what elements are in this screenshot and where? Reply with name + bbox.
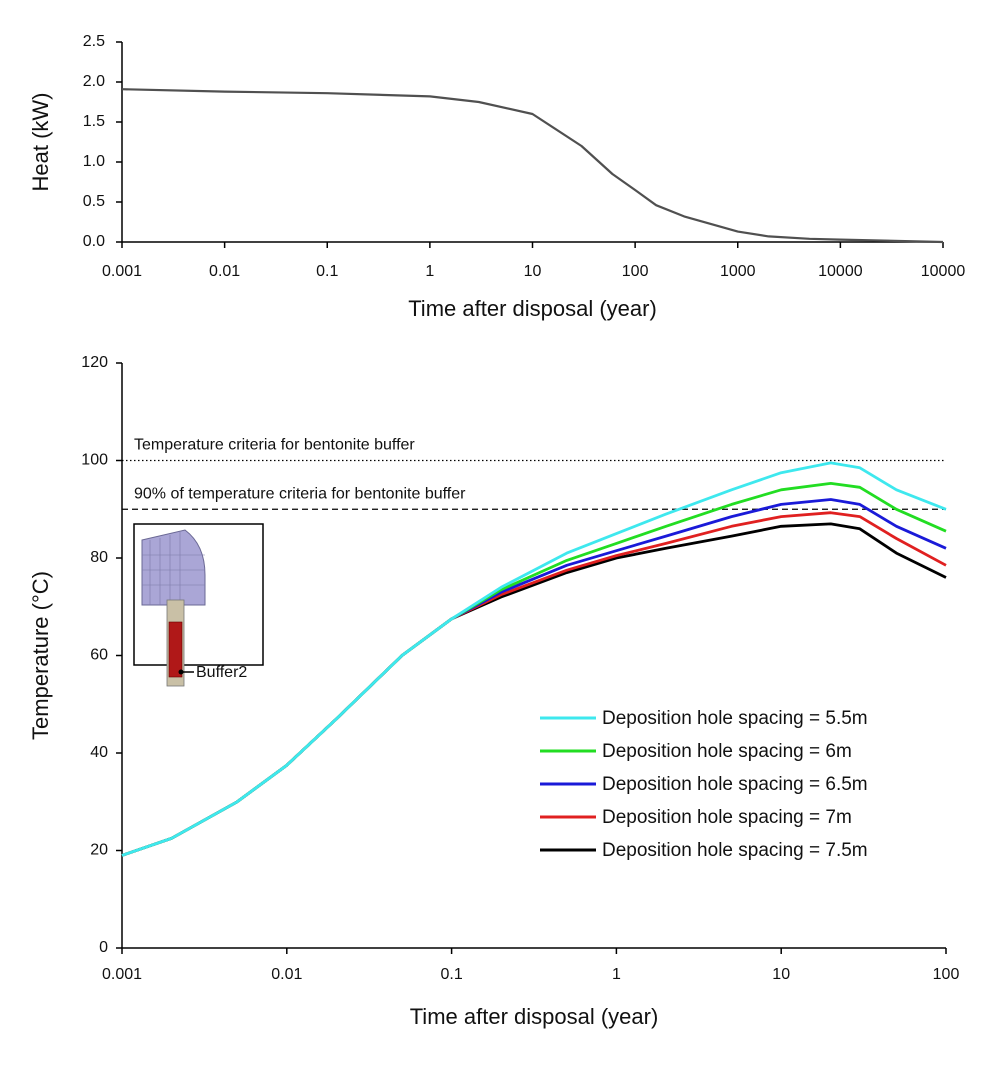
y-axis-title: Temperature (°C) (28, 571, 53, 740)
data-line (121, 88, 944, 244)
y-tick-label: 100 (81, 452, 108, 469)
y-tick-label: 120 (81, 354, 108, 371)
y-tick-label: 2.5 (83, 33, 105, 50)
x-tick-label: 0.1 (440, 966, 462, 983)
y-axis-title: Heat (kW) (28, 93, 53, 192)
y-tick-label: 0.5 (83, 193, 105, 210)
x-tick-label: 1 (612, 966, 621, 983)
x-tick-label: 0.1 (316, 263, 338, 280)
x-tick-label: 0.001 (102, 263, 142, 280)
buffer-zone (168, 621, 183, 678)
legend-label: Deposition hole spacing = 6.5m (602, 774, 868, 795)
x-tick-label: 100 (622, 263, 649, 280)
inset-point (178, 669, 184, 675)
y-tick-label: 0.0 (83, 233, 105, 250)
x-tick-label: 10000 (818, 263, 863, 280)
x-axis-title: Time after disposal (year) (408, 296, 657, 321)
mesh-grid (142, 532, 205, 605)
y-tick-label: 40 (90, 744, 108, 761)
legend-label: Deposition hole spacing = 6m (602, 741, 852, 762)
legend-label: Deposition hole spacing = 7.5m (602, 840, 868, 861)
inset: Buffer2 (133, 523, 264, 687)
legend-label: Deposition hole spacing = 7m (602, 807, 852, 828)
x-tick-label: 10 (524, 263, 542, 280)
x-tick-label: 1000 (720, 263, 756, 280)
x-tick-label: 0.01 (271, 966, 302, 983)
y-tick-label: 0 (99, 939, 108, 956)
y-tick-label: 1.5 (83, 113, 105, 130)
legend-label: Deposition hole spacing = 5.5m (602, 708, 868, 729)
mesh-block (141, 529, 206, 606)
reference-label: Temperature criteria for bentonite buffe… (134, 437, 415, 454)
reference-label: 90% of temperature criteria for bentonit… (134, 485, 466, 502)
x-tick-label: 100 (933, 966, 960, 983)
inset-label: Buffer2 (196, 664, 247, 681)
data-line (121, 461, 947, 857)
y-tick-label: 80 (90, 549, 108, 566)
y-tick-label: 60 (90, 647, 108, 664)
x-tick-label: 0.01 (209, 263, 240, 280)
x-tick-label: 10000 (921, 263, 966, 280)
y-tick-label: 1.0 (83, 153, 105, 170)
y-tick-label: 20 (90, 842, 108, 859)
x-axis-title: Time after disposal (year) (410, 1004, 659, 1029)
y-tick-label: 2.0 (83, 73, 105, 90)
x-tick-label: 10 (772, 966, 790, 983)
x-tick-label: 0.001 (102, 966, 142, 983)
x-tick-label: 1 (425, 263, 434, 280)
